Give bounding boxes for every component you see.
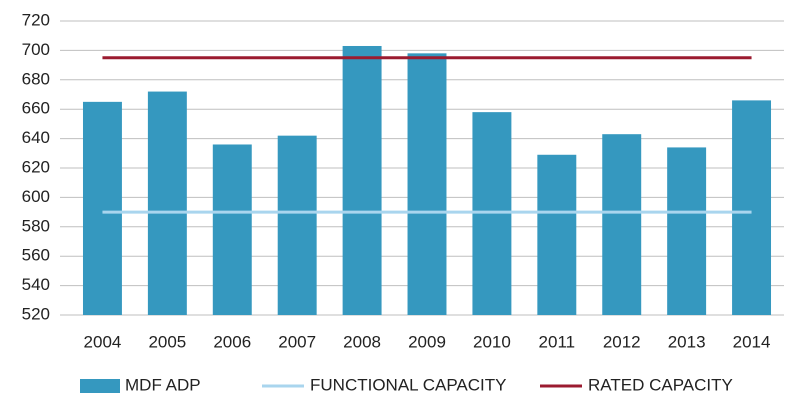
x-tick-label: 2005	[148, 332, 186, 351]
x-tick-label: 2014	[733, 332, 771, 351]
bar	[277, 135, 317, 315]
x-tick-label: 2008	[343, 332, 381, 351]
y-tick-label: 560	[22, 246, 50, 265]
y-tick-label: 660	[22, 99, 50, 118]
y-tick-label: 680	[22, 69, 50, 88]
bar	[82, 101, 122, 315]
y-tick-label: 580	[22, 216, 50, 235]
x-tick-label: 2012	[603, 332, 641, 351]
legend-label: RATED CAPACITY	[588, 375, 733, 394]
y-tick-label: 520	[22, 304, 50, 323]
x-tick-label: 2004	[84, 332, 122, 351]
x-tick-label: 2013	[668, 332, 706, 351]
y-tick-label: 720	[22, 10, 50, 29]
bar	[147, 91, 187, 315]
legend-label: FUNCTIONAL CAPACITY	[310, 375, 506, 394]
y-tick-label: 620	[22, 157, 50, 176]
y-tick-label: 540	[22, 275, 50, 294]
bar	[537, 154, 577, 315]
x-tick-label: 2007	[278, 332, 316, 351]
y-tick-label: 640	[22, 128, 50, 147]
x-tick-label: 2011	[539, 332, 576, 351]
legend-label: MDF ADP	[125, 375, 201, 394]
x-tick-label: 2010	[473, 332, 511, 351]
bar	[602, 134, 642, 315]
x-tick-label: 2006	[213, 332, 251, 351]
bar	[342, 45, 382, 316]
y-tick-label: 600	[22, 187, 50, 206]
legend-swatch	[80, 379, 120, 393]
y-tick-label: 700	[22, 40, 50, 59]
x-tick-label: 2009	[408, 332, 446, 351]
bar	[407, 53, 447, 316]
bar	[212, 144, 252, 315]
bar	[732, 100, 772, 315]
bar	[667, 147, 707, 315]
